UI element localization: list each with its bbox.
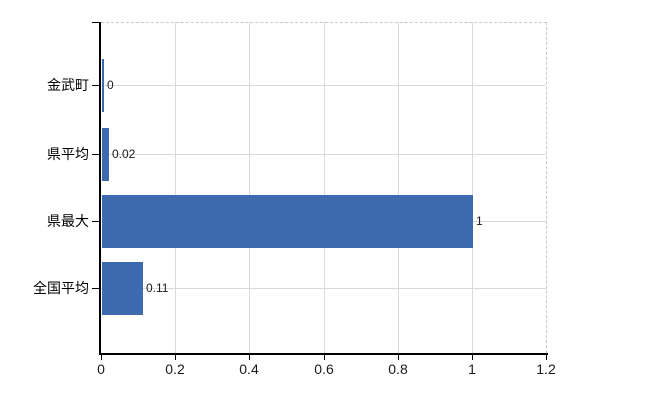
chart-bar	[102, 262, 143, 315]
vertical-gridline	[398, 22, 399, 353]
plot-border-top	[101, 22, 547, 23]
vertical-gridline	[472, 22, 473, 353]
x-axis-tick	[324, 355, 325, 360]
y-axis-tick	[92, 221, 99, 222]
y-axis-tick	[92, 154, 99, 155]
x-tick-label: 0.6	[314, 361, 334, 377]
bar-value-label: 0.11	[146, 281, 169, 295]
x-tick-label: 0.4	[239, 361, 259, 377]
chart-bar	[102, 128, 109, 181]
x-tick-label: 0.8	[388, 361, 408, 377]
x-axis-tick	[101, 355, 102, 360]
x-tick-label: 1	[468, 361, 476, 377]
x-axis-tick	[249, 355, 250, 360]
chart-bar	[102, 59, 104, 112]
x-tick-label: 0.2	[165, 361, 185, 377]
x-axis-tick	[472, 355, 473, 360]
y-axis-tick	[92, 288, 99, 289]
x-tick-label: 1.2	[536, 361, 556, 377]
x-tick-label: 0	[97, 361, 105, 377]
chart-bar	[102, 195, 473, 248]
vertical-gridline	[175, 22, 176, 353]
category-label: 県平均	[47, 146, 89, 162]
x-axis-tick	[398, 355, 399, 360]
vertical-gridline	[324, 22, 325, 353]
y-axis-tick	[92, 85, 99, 86]
category-label: 全国平均	[33, 280, 89, 296]
x-axis-line	[99, 353, 548, 355]
y-axis-top-cap	[92, 22, 99, 23]
y-axis-line	[99, 22, 101, 355]
bar-value-label: 1	[476, 214, 483, 228]
horizontal-gridline	[101, 288, 546, 289]
horizontal-gridline	[101, 85, 546, 86]
x-axis-tick	[175, 355, 176, 360]
category-label: 県最大	[47, 213, 89, 229]
vertical-gridline	[249, 22, 250, 353]
category-label: 金武町	[47, 77, 89, 93]
plot-border-right	[546, 22, 547, 353]
bar-value-label: 0	[107, 78, 114, 92]
x-axis-tick	[546, 355, 547, 360]
horizontal-gridline	[101, 154, 546, 155]
bar-value-label: 0.02	[112, 147, 136, 161]
